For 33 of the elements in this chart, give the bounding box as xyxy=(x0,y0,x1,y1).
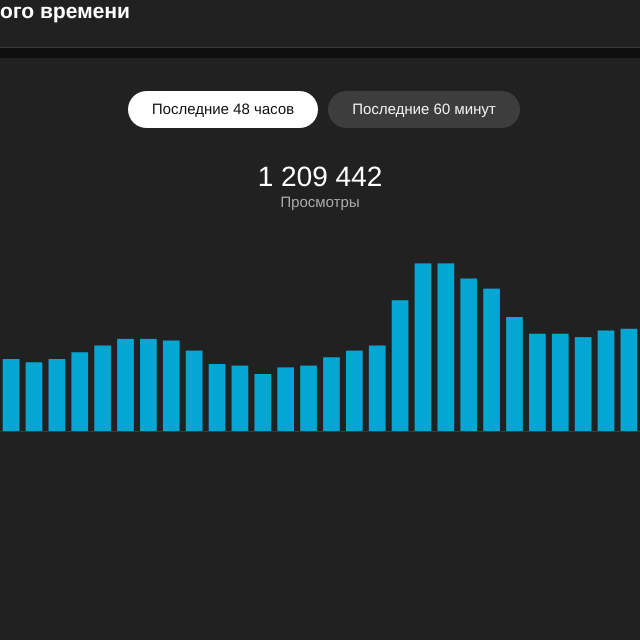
bar xyxy=(346,350,363,431)
bar xyxy=(94,346,111,431)
bar xyxy=(186,350,203,431)
bar xyxy=(48,358,66,431)
bar xyxy=(483,288,500,431)
toggle-button: Последние 48 часов xyxy=(128,91,318,128)
chart-title: ого времени xyxy=(0,0,130,24)
bar xyxy=(620,328,638,431)
bar xyxy=(117,338,134,431)
bar xyxy=(506,317,523,431)
bar xyxy=(26,362,42,431)
bar xyxy=(140,338,157,431)
bar xyxy=(162,340,180,431)
bar xyxy=(232,366,248,431)
bar xyxy=(208,364,226,431)
bar xyxy=(254,374,272,431)
chart-subtitle: 1 209 442 xyxy=(256,161,384,193)
bar xyxy=(392,300,408,431)
bar xyxy=(414,263,432,431)
bar xyxy=(460,278,478,431)
bar xyxy=(529,334,546,431)
bar xyxy=(437,263,454,431)
y-axis-title: Просмотры xyxy=(279,194,361,212)
bar xyxy=(277,367,294,431)
toggle-button: Последние 60 минут xyxy=(328,91,520,128)
bar xyxy=(368,346,386,431)
bar xyxy=(323,357,340,431)
bar xyxy=(598,330,614,431)
bar xyxy=(2,358,20,431)
bar xyxy=(574,337,592,431)
bar xyxy=(71,352,88,431)
bar xyxy=(552,334,569,431)
bar xyxy=(300,366,317,431)
